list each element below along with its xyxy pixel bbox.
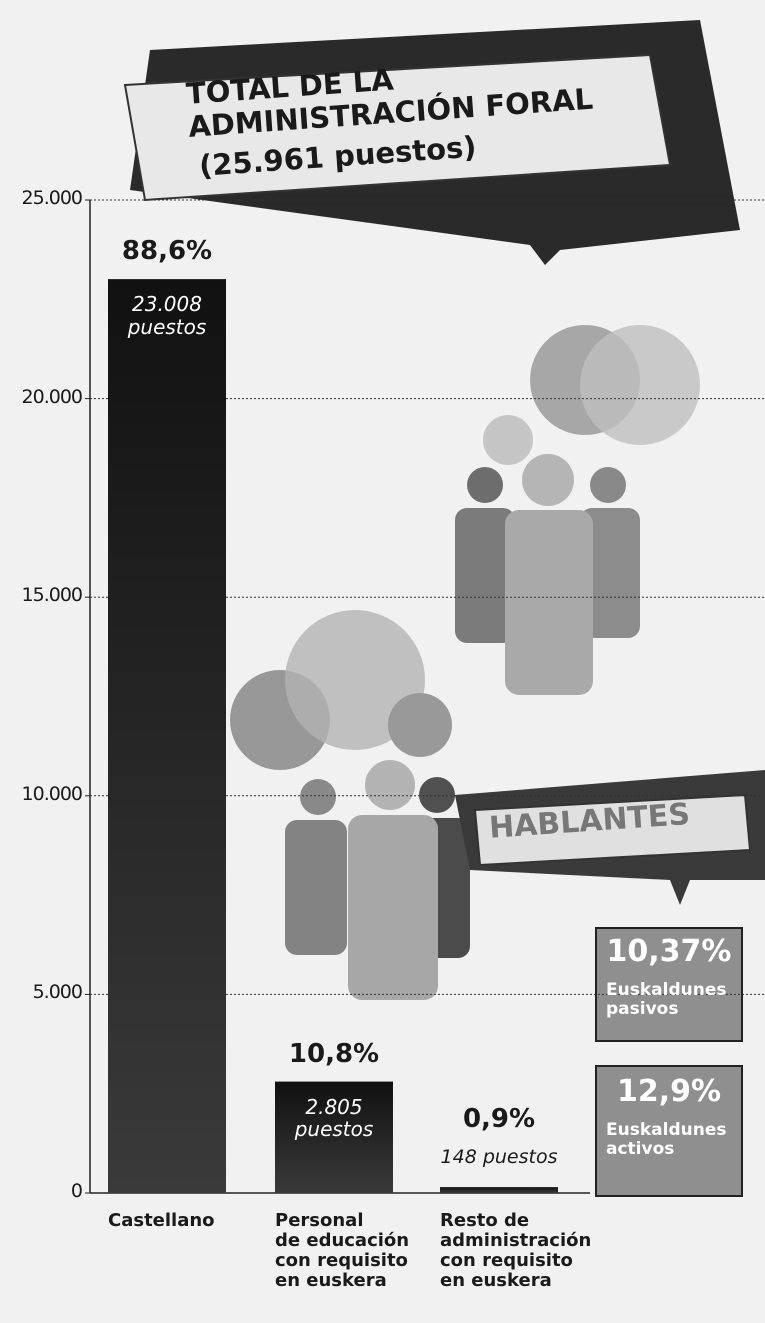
annotation-text: Euskaldunes activos <box>606 1121 726 1159</box>
annotation-text: Euskaldunes pasivos <box>606 981 726 1019</box>
annotation-value: 12,9% <box>596 1075 742 1109</box>
x-tick-label: Personal de educación con requisito en e… <box>275 1211 409 1292</box>
y-tick-label: 25.000 <box>22 188 82 209</box>
annotation-value: 10,37% <box>596 935 742 969</box>
bar <box>108 279 226 1193</box>
x-tick-label: Castellano <box>108 1211 215 1231</box>
bar <box>440 1187 558 1193</box>
y-tick-label: 20.000 <box>22 387 82 408</box>
y-tick-label: 0 <box>71 1181 82 1202</box>
value-label: 148 puestos <box>420 1147 578 1168</box>
share-label: 10,8% <box>275 1040 393 1069</box>
illustration <box>230 325 700 1000</box>
share-label: 88,6% <box>108 237 226 266</box>
value-label: 2.805 puestos <box>275 1096 393 1141</box>
value-label: 23.008 puestos <box>108 293 226 338</box>
infographic: 0 5.000 10.000 15.000 20.000 25.000 Castellano… <box>0 0 765 1323</box>
share-label: 0,9% <box>440 1105 558 1134</box>
y-tick-label: 10.000 <box>22 784 82 805</box>
x-tick-label: Resto de administración con requisito en… <box>440 1211 591 1292</box>
y-tick-label: 5.000 <box>33 982 82 1003</box>
y-tick-label: 15.000 <box>22 585 82 606</box>
